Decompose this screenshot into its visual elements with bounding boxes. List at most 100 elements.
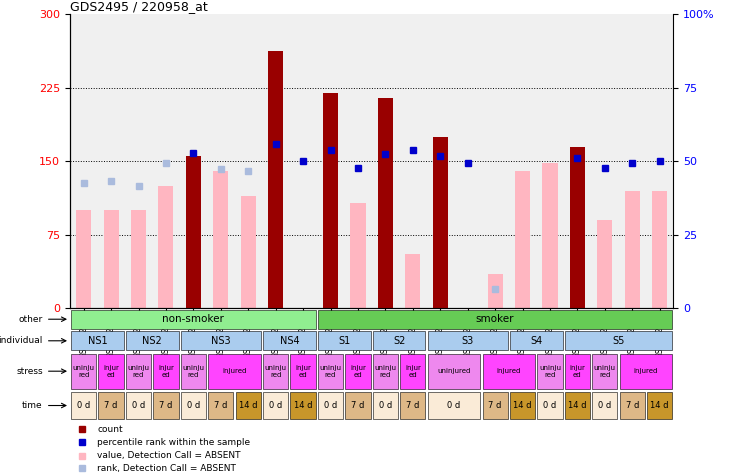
Text: 0 d: 0 d: [187, 401, 200, 410]
Text: uninju
red: uninju red: [265, 365, 286, 378]
Bar: [406, 255, 420, 309]
Bar: [158, 186, 174, 309]
Text: S1: S1: [338, 336, 350, 346]
Text: value, Detection Call = ABSENT: value, Detection Call = ABSENT: [97, 451, 241, 460]
Bar: [372, 392, 398, 419]
Text: 7 d: 7 d: [214, 401, 227, 410]
Text: 7 d: 7 d: [159, 401, 173, 410]
Bar: [263, 392, 289, 419]
Text: injur
ed: injur ed: [103, 365, 119, 378]
Text: 0 d: 0 d: [132, 401, 145, 410]
Bar: [323, 93, 338, 309]
Text: injur
ed: injur ed: [158, 365, 174, 378]
Text: 14 d: 14 d: [239, 401, 258, 410]
Bar: [131, 210, 146, 309]
Text: 7 d: 7 d: [105, 401, 118, 410]
Text: S5: S5: [612, 336, 625, 346]
Bar: [263, 354, 289, 389]
Bar: [537, 354, 562, 389]
Bar: [208, 354, 261, 389]
Bar: [592, 392, 618, 419]
Bar: [570, 146, 585, 309]
Text: 7 d: 7 d: [406, 401, 420, 410]
Bar: [71, 354, 96, 389]
Bar: [565, 392, 590, 419]
Bar: [345, 354, 371, 389]
Bar: [542, 163, 558, 309]
Bar: [318, 392, 343, 419]
Text: 0 d: 0 d: [598, 401, 612, 410]
Bar: [350, 202, 366, 309]
Text: 0 d: 0 d: [269, 401, 283, 410]
Text: 7 d: 7 d: [351, 401, 364, 410]
Text: injured: injured: [222, 368, 247, 374]
Bar: [71, 331, 124, 350]
Bar: [625, 191, 640, 309]
Bar: [378, 98, 393, 309]
Text: GDS2495 / 220958_at: GDS2495 / 220958_at: [70, 0, 208, 13]
Bar: [181, 354, 206, 389]
Text: uninju
red: uninju red: [539, 365, 561, 378]
Text: smoker: smoker: [476, 314, 514, 324]
Bar: [652, 191, 668, 309]
Text: injur
ed: injur ed: [350, 365, 366, 378]
Bar: [510, 331, 562, 350]
Text: stress: stress: [16, 367, 43, 376]
Bar: [565, 331, 673, 350]
Bar: [318, 331, 371, 350]
Bar: [126, 331, 179, 350]
Bar: [76, 210, 91, 309]
Bar: [647, 392, 673, 419]
Bar: [620, 392, 645, 419]
Text: 14 d: 14 d: [513, 401, 532, 410]
Bar: [236, 392, 261, 419]
Text: uninju
red: uninju red: [319, 365, 342, 378]
Bar: [372, 354, 398, 389]
Text: non-smoker: non-smoker: [163, 314, 224, 324]
Bar: [400, 354, 425, 389]
Text: rank, Detection Call = ABSENT: rank, Detection Call = ABSENT: [97, 464, 236, 473]
Text: NS2: NS2: [142, 336, 162, 346]
Bar: [104, 210, 118, 309]
Text: NS1: NS1: [88, 336, 107, 346]
Text: 7 d: 7 d: [489, 401, 502, 410]
Text: injur
ed: injur ed: [295, 365, 311, 378]
Text: 14 d: 14 d: [568, 401, 587, 410]
Bar: [598, 220, 612, 309]
Text: uninju
red: uninju red: [375, 365, 397, 378]
Bar: [515, 171, 530, 309]
Bar: [71, 310, 316, 329]
Bar: [592, 354, 618, 389]
Text: 0 d: 0 d: [379, 401, 392, 410]
Bar: [487, 274, 503, 309]
Bar: [185, 156, 201, 309]
Text: 0 d: 0 d: [447, 401, 461, 410]
Bar: [99, 354, 124, 389]
Bar: [153, 392, 179, 419]
Text: uninju
red: uninju red: [183, 365, 205, 378]
Bar: [483, 392, 508, 419]
Text: NS4: NS4: [280, 336, 300, 346]
Bar: [126, 354, 151, 389]
Bar: [372, 331, 425, 350]
Text: uninju
red: uninju red: [127, 365, 149, 378]
Bar: [181, 331, 261, 350]
Text: 7 d: 7 d: [626, 401, 639, 410]
Text: S3: S3: [461, 336, 474, 346]
Text: uninjured: uninjured: [437, 368, 470, 374]
Bar: [208, 392, 233, 419]
Text: injured: injured: [497, 368, 521, 374]
Text: percentile rank within the sample: percentile rank within the sample: [97, 438, 250, 447]
Text: individual: individual: [0, 336, 43, 345]
Text: injur
ed: injur ed: [570, 365, 585, 378]
Bar: [428, 354, 481, 389]
Text: uninju
red: uninju red: [73, 365, 95, 378]
Bar: [510, 392, 535, 419]
Text: time: time: [22, 401, 43, 410]
Text: NS3: NS3: [211, 336, 230, 346]
Bar: [291, 354, 316, 389]
Text: 0 d: 0 d: [324, 401, 337, 410]
Text: S4: S4: [530, 336, 542, 346]
Text: uninju
red: uninju red: [594, 365, 616, 378]
Bar: [99, 392, 124, 419]
